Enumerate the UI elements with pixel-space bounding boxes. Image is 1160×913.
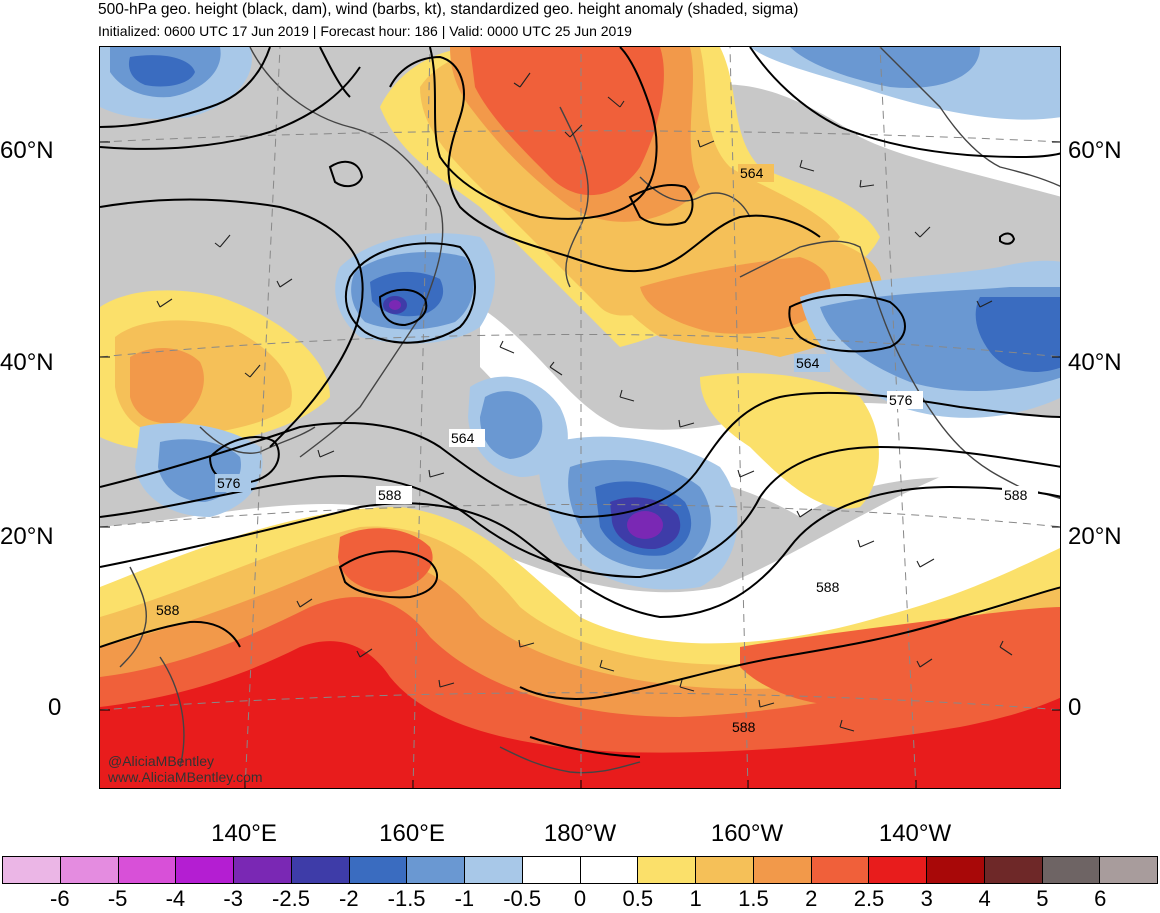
colorbar-swatch — [811, 857, 870, 883]
anomaly-low-3-core — [627, 511, 663, 539]
colorbar-tick-label: 2.5 — [853, 886, 885, 911]
anomaly-low-7-dark — [975, 297, 1060, 372]
map-title: 500-hPa geo. height (black, dam), wind (… — [98, 1, 799, 18]
colorbar-swatch — [407, 857, 465, 883]
anomaly-east-redorange — [740, 607, 1060, 707]
colorbar-swatch — [696, 857, 754, 883]
colorbar-tick-label: -3 — [223, 886, 243, 911]
lon-label-140w: 140°W — [878, 820, 952, 847]
colorbar-tick-label: -2.5 — [272, 886, 310, 911]
lat-label-60n-left: 60°N — [0, 137, 54, 164]
colorbar-tick-label: -1.5 — [387, 886, 426, 911]
colorbar-swatch — [1100, 857, 1157, 883]
map-svg: 564 564 564 576 576 588 588 588 588 588 — [100, 47, 1060, 788]
anomaly-low-1-center — [389, 300, 401, 310]
anomaly-central-orange — [640, 257, 831, 334]
contour-label: 588 — [816, 579, 840, 595]
colorbar — [2, 856, 1158, 884]
colorbar-swatch — [465, 857, 523, 883]
contour-label: 564 — [740, 165, 764, 181]
colorbar-tick-label: 4 — [978, 886, 991, 911]
contour-label: 588 — [378, 487, 402, 503]
colorbar-tick-label: 1 — [689, 886, 702, 911]
lat-label-40n-right: 40°N — [1068, 349, 1122, 376]
colorbar-swatch — [176, 857, 234, 883]
graticule — [100, 47, 1060, 788]
colorbar-swatch — [522, 857, 581, 883]
colorbar-tick-label: 0.5 — [622, 886, 654, 911]
colorbar-tick-label: 5 — [1036, 886, 1049, 911]
colorbar-swatch — [291, 857, 350, 883]
anomaly-south-red — [100, 641, 1060, 788]
colorbar-tick-label: 2 — [805, 886, 818, 911]
lat-label-0-left: 0 — [48, 694, 62, 721]
anomaly-south-redorange-blob — [338, 528, 433, 592]
anomaly-west-orange — [130, 347, 204, 424]
colorbar-tick-label: -4 — [165, 886, 186, 911]
colorbar-tick-label: -5 — [107, 886, 128, 911]
colorbar-swatch — [349, 857, 408, 883]
lat-label-0-right: 0 — [1068, 694, 1082, 721]
credit-site: www.AliciaMBentley.com — [108, 769, 263, 785]
contour-label: 588 — [732, 719, 756, 735]
colorbar-tick-label: 3 — [920, 886, 933, 911]
contour-label: 576 — [889, 392, 913, 408]
colorbar-swatch — [580, 857, 639, 883]
colorbar-swatch — [234, 857, 292, 883]
colorbar-tick-label: -1 — [454, 886, 475, 911]
colorbar-tick-label: -2 — [339, 886, 359, 911]
colorbar-tick-label: -6 — [50, 886, 70, 911]
colorbar-swatch — [3, 857, 61, 883]
anomaly-low-6-mid — [790, 47, 980, 88]
colorbar-tick-label: -0.5 — [503, 886, 542, 911]
anomaly-map: 564 564 564 576 576 588 588 588 588 588 — [99, 46, 1061, 789]
anomaly-low-2-mid — [480, 391, 543, 459]
colorbar-swatch — [869, 857, 927, 883]
contour-labels: 564 564 564 576 576 588 588 588 588 588 — [154, 164, 1038, 736]
colorbar-swatch — [118, 857, 177, 883]
wind-barbs — [156, 72, 1013, 732]
colorbar-swatch — [984, 857, 1043, 883]
anomaly-mid-yellow — [700, 373, 879, 509]
colorbar-tick-label: 6 — [1094, 886, 1107, 911]
contour-label: 588 — [156, 602, 180, 618]
contour-label: 576 — [217, 475, 241, 491]
lon-label-160w: 160°W — [710, 820, 784, 847]
anomaly-low-5-dark — [128, 55, 195, 87]
colorbar-swatch — [638, 857, 696, 883]
lon-label-160e: 160°E — [379, 820, 445, 847]
lat-label-20n-right: 20°N — [1068, 523, 1122, 550]
colorbar-swatch — [753, 857, 812, 883]
lon-label-140e: 140°E — [211, 820, 277, 847]
map-subtitle: Initialized: 0600 UTC 17 Jun 2019 | Fore… — [98, 23, 632, 39]
lat-label-20n-left: 20°N — [0, 523, 54, 550]
credit-handle: @AliciaMBentley — [108, 753, 215, 769]
lat-label-40n-left: 40°N — [0, 349, 54, 376]
lon-label-180w: 180°W — [543, 820, 617, 847]
colorbar-tick-label: 0 — [573, 886, 587, 911]
colorbar-swatch — [60, 857, 119, 883]
contour-label: 564 — [796, 355, 820, 371]
colorbar-tick-label: 1.5 — [738, 886, 769, 911]
lat-label-60n-right: 60°N — [1068, 137, 1122, 164]
contour-label: 588 — [1004, 487, 1028, 503]
contour-label: 564 — [451, 430, 475, 446]
frame-ticks — [100, 141, 1060, 788]
colorbar-swatch — [1042, 857, 1101, 883]
colorbar-swatch — [927, 857, 985, 883]
